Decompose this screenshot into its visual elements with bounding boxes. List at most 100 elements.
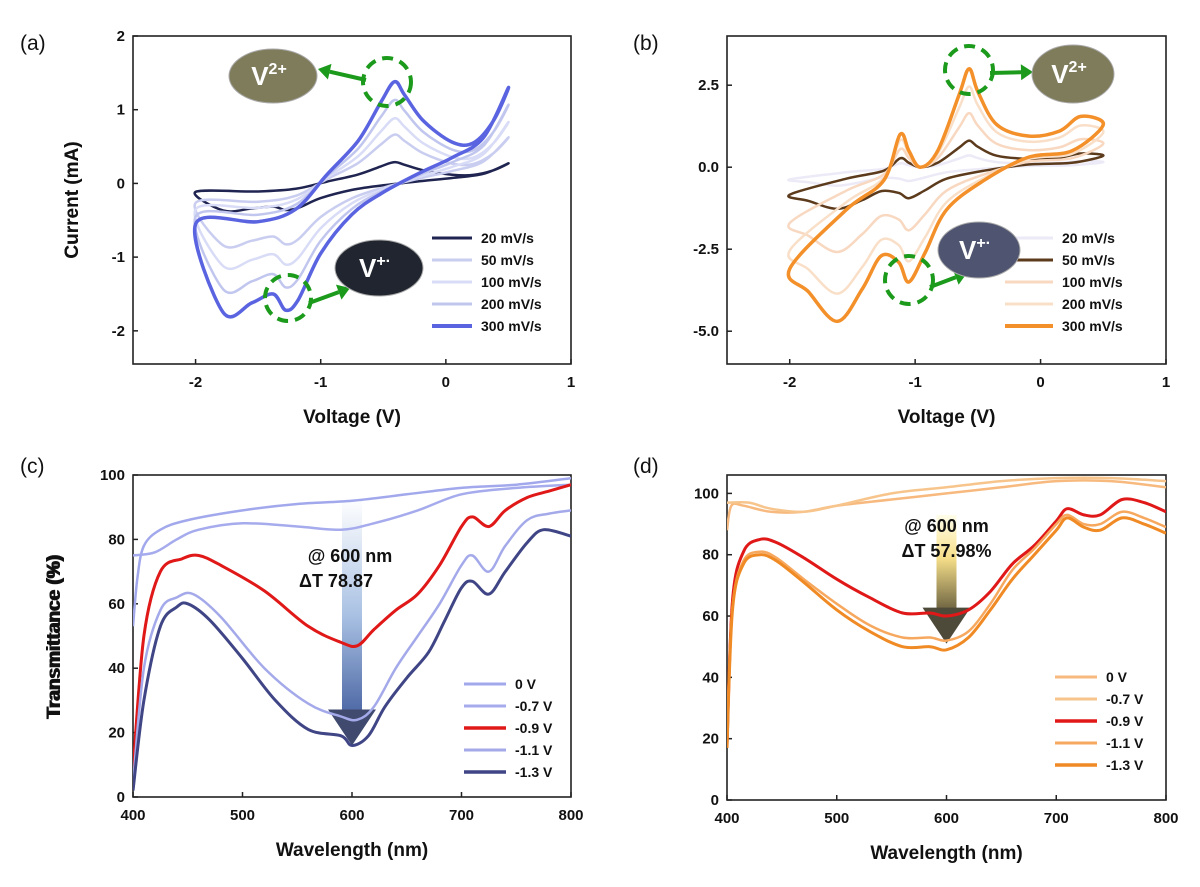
y-tick-label: 40 [108,660,125,677]
legend-label: -0.9 V [515,720,553,736]
x-tick-label: 500 [230,807,255,824]
y-tick-label: 80 [108,531,125,548]
panel-label: (b) [633,32,659,55]
delta-arrow-head [328,709,376,746]
series-line-4 [727,516,1166,748]
panel-c: (c) 400 500 600 700 800 0 20 40 60 80 100 Wavelength… [20,455,584,861]
legend-label: 200 mV/s [481,296,542,312]
pointer-arrowhead [318,63,332,80]
x-axis-label: Wavelength (nm) [870,843,1022,864]
legend-label: -1.3 V [515,764,553,780]
x-tick-label: -2 [189,374,202,391]
y-tick-label: 40 [702,669,719,686]
plot-frame [726,35,1167,365]
badge-vradical-charge: +· [976,235,991,252]
delta-arrow [328,497,376,746]
panel-b: (b) -2 -1 0 1 2.5 0.0 -2.5 -5.0 Voltage (V) Curren… [62,32,1170,428]
badge-vradical-text: V+· [959,235,991,265]
legend-label: -1.1 V [1106,735,1144,751]
series-line-3 [133,509,571,785]
pointer-arrow [989,70,1022,75]
annotation-wavelength: @ 600 nm [308,546,393,566]
legend-label: -1.3 V [1106,757,1144,773]
legend-label: 0 V [1106,669,1128,685]
plot-frame [132,35,572,365]
series-line-3 [727,510,1166,733]
y-tick-label: -5.0 [693,323,719,340]
highlight-circle [943,44,995,96]
x-tick-label: 700 [449,807,474,824]
series-line-0 [133,476,571,627]
y-tick-label: -2 [112,323,125,340]
annotation-wavelength: @ 600 nm [904,516,989,536]
x-tick-label: 400 [714,810,739,827]
series-line-1 [133,483,571,557]
legend-label: 100 mV/s [481,274,542,290]
legend-label: 20 mV/s [481,230,534,246]
x-tick-label: 500 [824,810,849,827]
x-tick-label: 0 [442,374,450,391]
legend: 0 V -0.7 V -0.9 V -1.1 V -1.3 V [464,676,553,780]
x-tick-label: 600 [934,810,959,827]
legend-label: 50 mV/s [481,252,534,268]
delta-arrow-head [922,607,971,644]
badge-v2plus-text: V2+ [1051,59,1087,89]
annotation-delta-t: ΔT 78.87 [299,571,373,591]
series-line-4 [192,79,511,319]
legend-label: -0.7 V [1106,691,1144,707]
series-line-1 [193,133,510,249]
legend-label: -0.7 V [515,698,553,714]
badge-vradical-species: V [959,235,977,265]
series-line-4 [786,67,1106,324]
y-tick-label: -2.5 [693,241,719,258]
y-tick-label: 100 [100,467,125,484]
y-tick-label: 0.0 [698,159,719,176]
legend-label: -1.1 V [515,742,553,758]
badge-vradical-ellipse [937,221,1021,279]
legend-label: 300 mV/s [481,318,542,334]
badge-vradical-species: V [359,253,377,283]
highlight-circle [263,273,313,323]
legend-label: 200 mV/s [1062,296,1123,312]
x-tick-label: 800 [558,807,583,824]
y-axis-label: Transmittance (%) [44,554,65,718]
y-tick-label: 20 [702,731,719,748]
series-group [133,476,571,791]
series-line-2 [787,111,1105,254]
series-line-3 [787,85,1105,295]
panel-label: (d) [633,455,659,478]
y-tick-label: 2.5 [698,77,719,94]
badge-vradical-ellipse [334,239,424,297]
x-tick-label: 400 [120,807,145,824]
y-axis-label: Current (mA) [62,141,83,258]
legend-label: 50 mV/s [1062,252,1115,268]
x-tick-label: -1 [314,374,327,391]
y-tick-label: 0 [711,792,719,809]
x-tick-label: 0 [1036,374,1044,391]
x-tick-label: 1 [1162,374,1170,391]
pointer-arrow [308,290,340,305]
y-tick-label: 0 [117,175,125,192]
series-line-2 [133,483,571,772]
badge-v2plus-species: V [1051,59,1069,89]
legend-label: 0 V [515,676,537,692]
panel-label: (a) [20,32,46,55]
x-tick-label: -2 [783,374,796,391]
x-axis-label: Wavelength (nm) [276,840,428,861]
delta-arrow-shaft [342,497,362,712]
legend: 20 mV/s 50 mV/s 100 mV/s 200 mV/s 300 mV/s [1005,230,1123,334]
x-tick-label: -1 [908,374,921,391]
delta-arrow [922,514,971,644]
x-axis-label: Voltage (V) [898,407,996,428]
series-group [786,67,1106,324]
series-line-1 [787,139,1105,211]
panel-label: (c) [20,455,45,478]
badge-v2plus-charge: 2+ [1069,59,1087,76]
badge-vradical-charge: +· [376,253,391,270]
y-tick-label: 2 [117,28,125,45]
x-tick-label: 1 [567,374,575,391]
badge-vradical-text: V+· [359,253,391,283]
y-tick-label: 80 [702,547,719,564]
panel-d: (d)400 500 600 700 800020406080100Wavelength… [44,455,1179,864]
legend-label: -0.9 V [1106,713,1144,729]
